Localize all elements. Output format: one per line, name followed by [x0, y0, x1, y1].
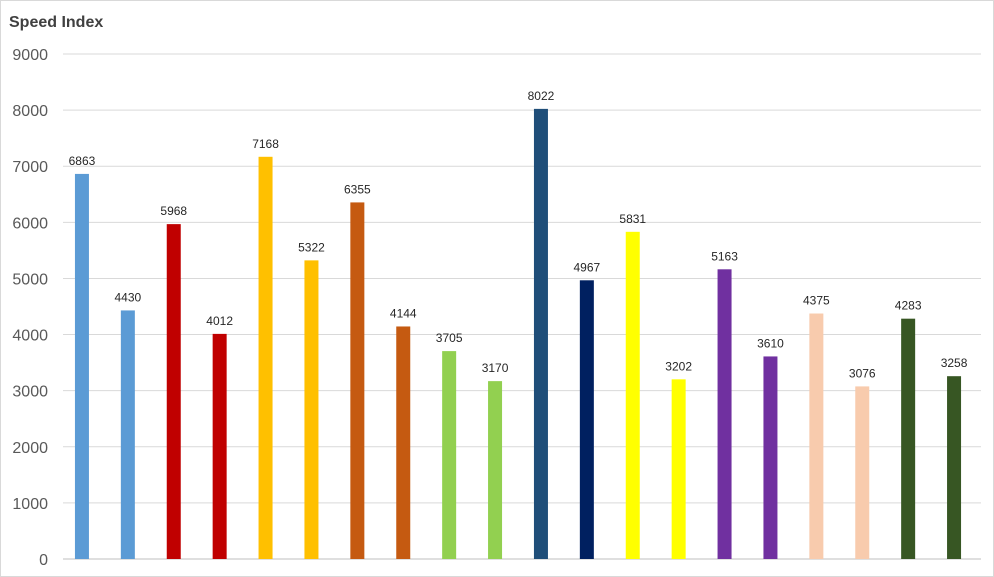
data-label: 6355 — [344, 182, 371, 196]
bar — [947, 376, 962, 559]
data-label: 8022 — [528, 89, 555, 103]
y-tick-label: 5000 — [12, 271, 48, 288]
y-tick-label: 8000 — [12, 103, 48, 120]
bar — [166, 224, 181, 559]
data-label: 3170 — [482, 361, 509, 375]
data-label: 4012 — [206, 314, 233, 328]
data-label: 4430 — [114, 290, 141, 304]
bar — [809, 313, 824, 559]
data-label: 4375 — [803, 294, 830, 308]
data-label: 4967 — [573, 260, 600, 274]
bar — [533, 108, 548, 560]
bar — [258, 156, 273, 559]
y-tick-label: 2000 — [12, 440, 48, 457]
data-label: 3705 — [436, 331, 463, 345]
bar — [74, 173, 89, 560]
y-tick-label: 4000 — [12, 328, 48, 345]
bar — [855, 386, 870, 559]
bar — [304, 260, 319, 559]
bar — [579, 280, 594, 559]
data-label: 3258 — [941, 356, 968, 370]
data-label: 3202 — [665, 359, 692, 373]
data-label: 5968 — [160, 204, 187, 218]
bar — [120, 310, 135, 559]
data-label: 5163 — [711, 249, 738, 263]
data-label: 4144 — [390, 306, 417, 320]
data-label: 3076 — [849, 366, 876, 380]
data-label: 5831 — [619, 212, 646, 226]
y-tick-label: 6000 — [12, 215, 48, 232]
y-tick-label: 9000 — [12, 47, 48, 64]
bar — [625, 231, 640, 560]
data-label: 7168 — [252, 137, 279, 151]
bar — [350, 202, 365, 560]
y-tick-label: 0 — [39, 552, 48, 569]
bar — [717, 269, 732, 559]
y-tick-label: 1000 — [12, 496, 48, 513]
y-tick-label: 7000 — [12, 159, 48, 176]
bar — [488, 381, 503, 559]
bar — [671, 379, 686, 559]
data-label: 6863 — [69, 154, 96, 168]
chart-title: Speed Index — [9, 14, 104, 31]
y-tick-label: 3000 — [12, 384, 48, 401]
bar — [396, 326, 411, 559]
data-label: 4283 — [895, 299, 922, 313]
data-label: 3610 — [757, 336, 784, 350]
data-label: 5322 — [298, 240, 325, 254]
bar — [901, 318, 916, 559]
bar — [442, 351, 457, 559]
bar — [212, 333, 227, 559]
bar — [763, 356, 778, 559]
